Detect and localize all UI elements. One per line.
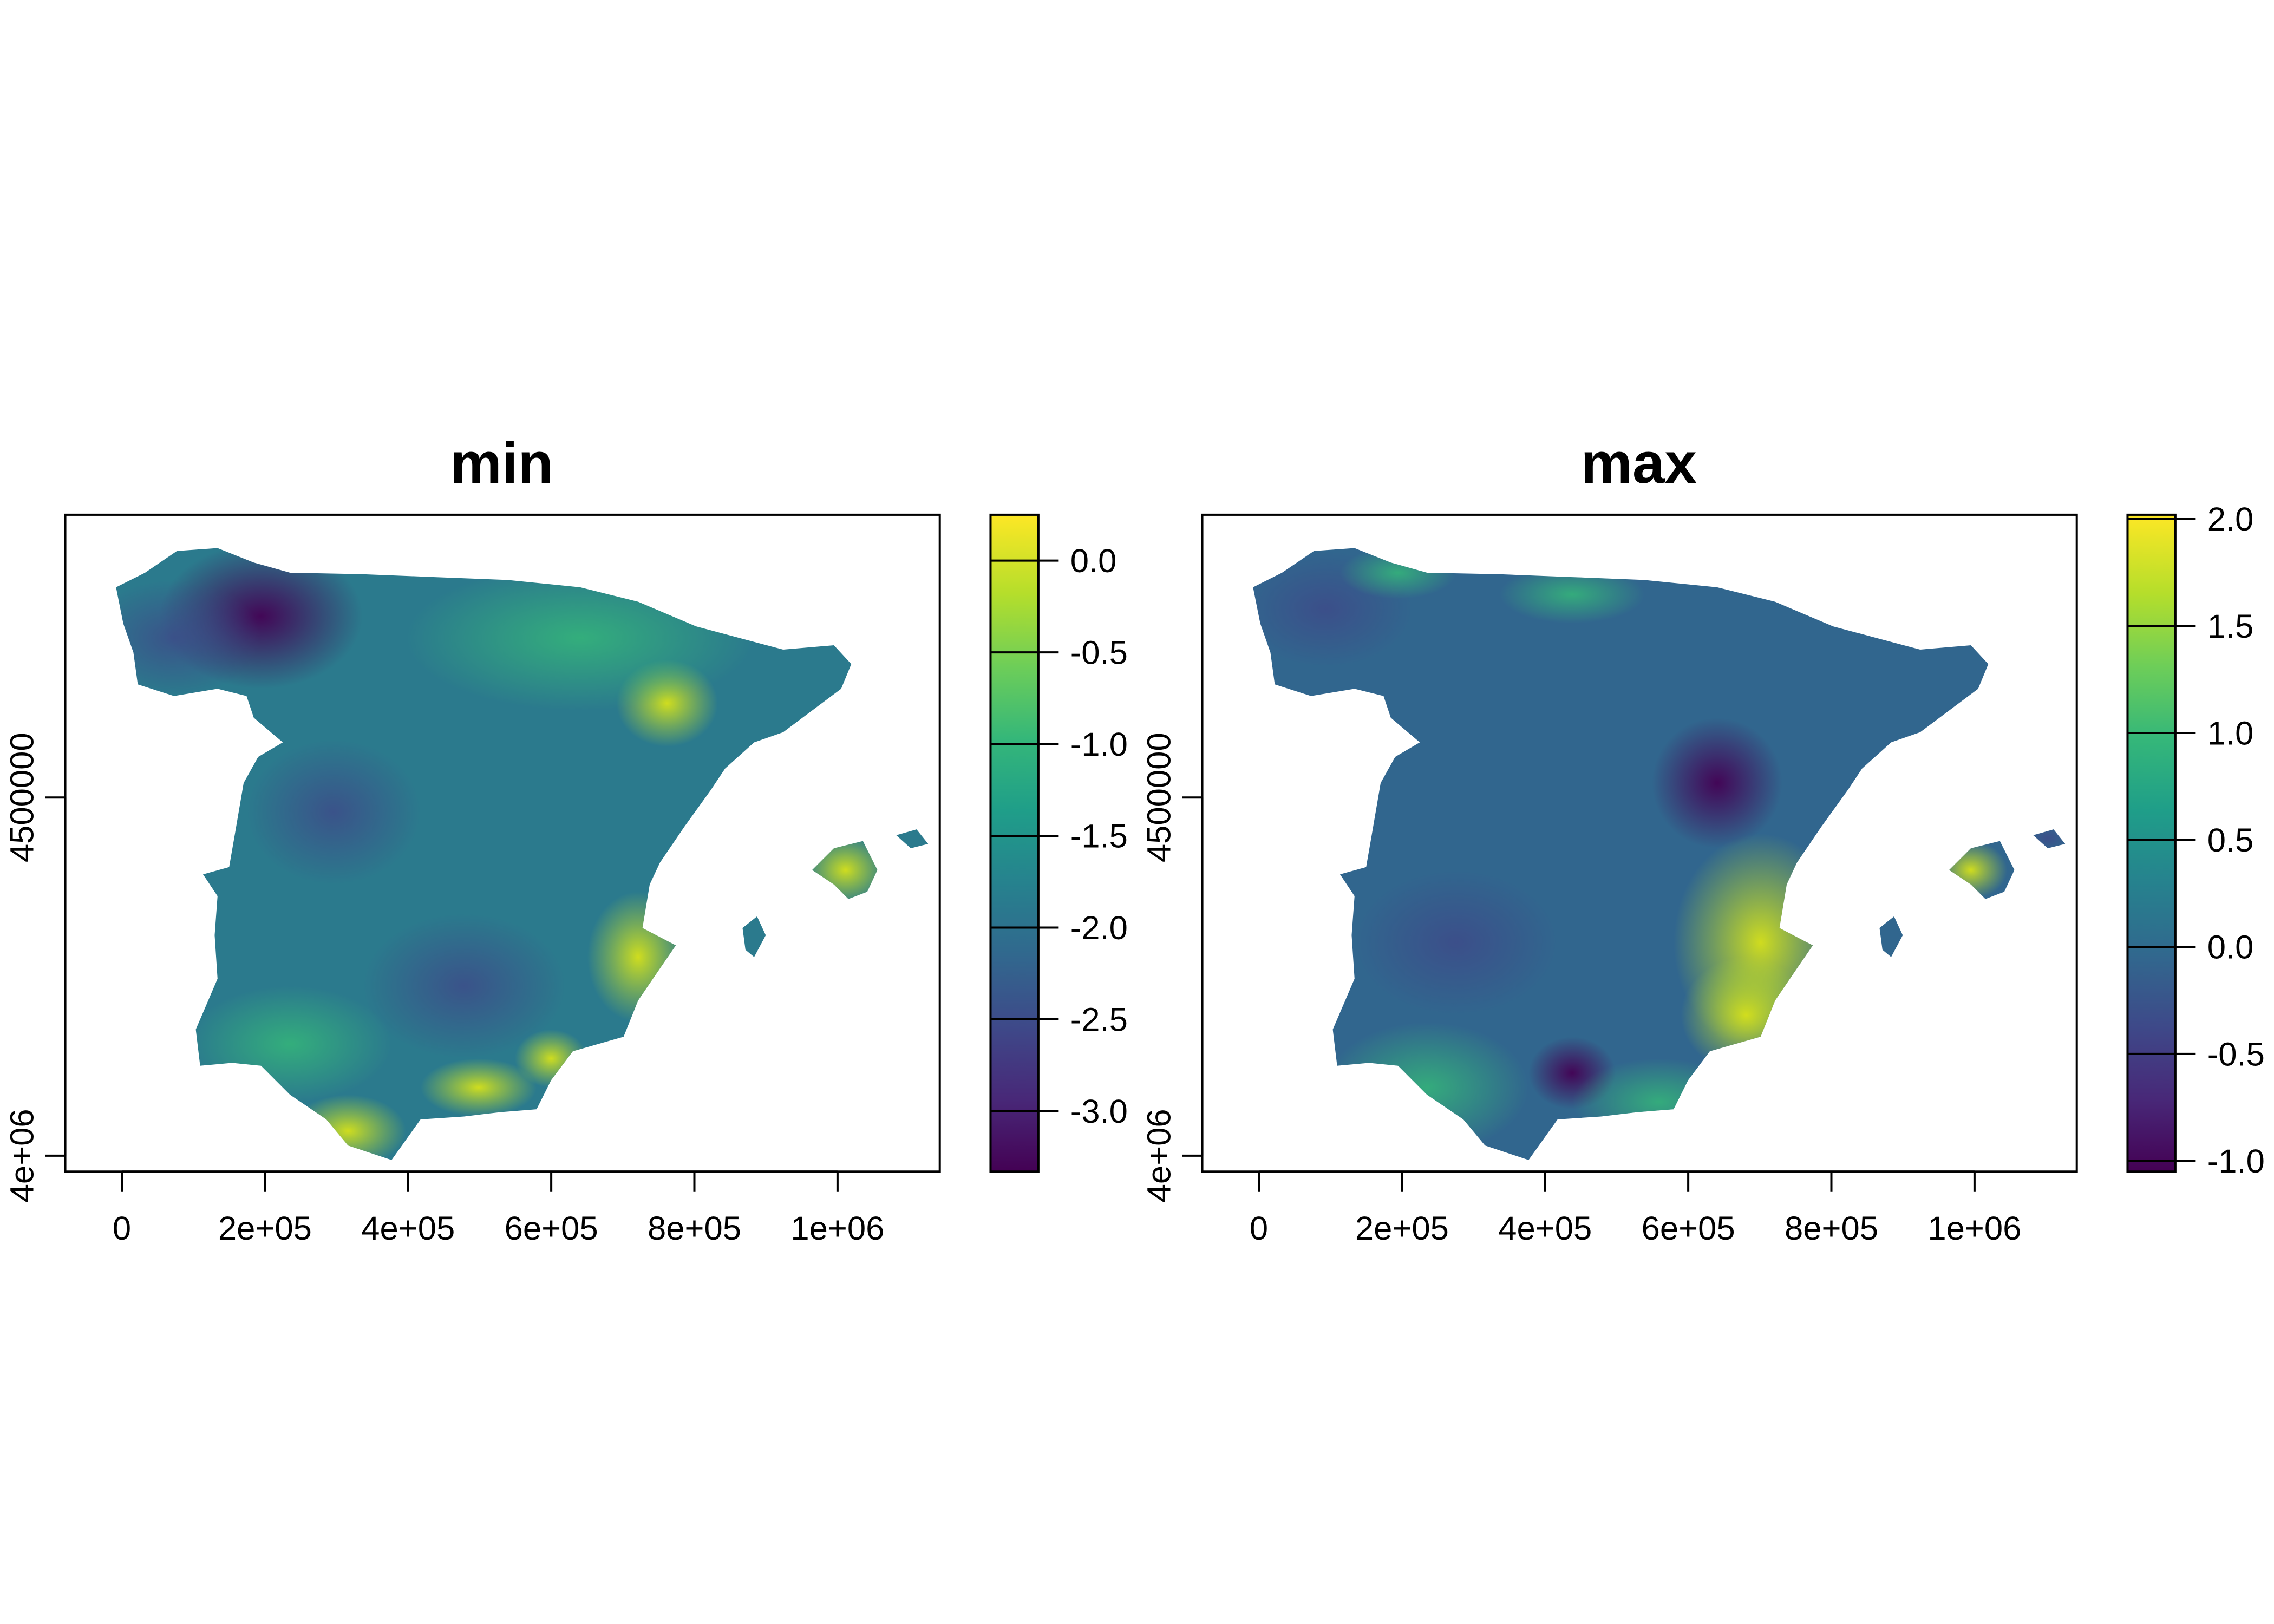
colorbar-tick-label: -1.5	[1070, 817, 1128, 855]
colorbar-tick-label: 1.0	[2207, 715, 2254, 752]
y-tick-label: 4e+06	[4, 1109, 41, 1202]
colorbar-min	[989, 513, 1040, 1173]
x-tick-label: 4e+05	[361, 1210, 455, 1247]
y-tick-label: 4500000	[1141, 732, 1178, 862]
x-tick-label: 1e+06	[790, 1210, 884, 1247]
colorbar-ticks-min: 0.0 -0.5 -1.0 -1.5 -2.0 -2.5 -3.0	[990, 542, 1128, 1130]
colorbar-tick-label: -0.5	[1070, 634, 1128, 672]
x-tick-label: 6e+05	[505, 1210, 598, 1247]
axes-min: 0 2e+05 4e+05 6e+05 8e+05 1e+06 4500000 4e+06	[4, 732, 885, 1247]
x-tick-label: 2e+05	[218, 1210, 312, 1247]
x-tick-label: 1e+06	[1927, 1210, 2021, 1247]
colorbar-tick-label: -0.5	[2207, 1036, 2265, 1073]
x-tick-label: 0	[113, 1210, 131, 1247]
raster-map-max	[1253, 548, 2066, 1160]
colorbar-tick-label: -1.0	[1070, 726, 1128, 763]
colorbar-tick-label: 1.5	[2207, 608, 2254, 645]
colorbar-tick-label: -1.0	[2207, 1143, 2265, 1180]
x-tick-label: 0	[1250, 1210, 1268, 1247]
x-tick-label: 8e+05	[648, 1210, 741, 1247]
panel-title: min	[450, 430, 553, 495]
colorbar-tick-label: -2.0	[1070, 909, 1128, 947]
colorbar-ticks-max: 2.0 1.5 1.0 0.5 0.0 -0.5 -1.0	[2127, 501, 2265, 1180]
x-tick-label: 2e+05	[1355, 1210, 1449, 1247]
x-tick-label: 8e+05	[1785, 1210, 1878, 1247]
x-tick-label: 4e+05	[1498, 1210, 1592, 1247]
panel-max: max 0 2e+05 4e+05 6e+05 8e+05 1e+06 4500000 4e+…	[1141, 430, 2265, 1247]
y-tick-label: 4e+06	[1141, 1109, 1178, 1202]
axes-max: 0 2e+05 4e+05 6e+05 8e+05 1e+06 4500000 4e+06	[1141, 732, 2022, 1247]
panel-title: max	[1581, 430, 1697, 495]
colorbar-max	[2126, 513, 2177, 1173]
colorbar-tick-label: 0.0	[1070, 542, 1117, 580]
raster-map-min	[116, 548, 929, 1160]
colorbar-tick-label: -3.0	[1070, 1093, 1128, 1130]
colorbar-tick-label: -2.5	[1070, 1001, 1128, 1038]
panel-min: min 0 2e+05 4e+05 6e+05 8e+05 1e+06 4500000 4e+…	[4, 430, 1128, 1247]
colorbar-tick-label: 0.0	[2207, 929, 2254, 966]
colorbar-tick-label: 0.5	[2207, 822, 2254, 859]
y-tick-label: 4500000	[4, 732, 41, 862]
x-tick-label: 6e+05	[1642, 1210, 1735, 1247]
colorbar-tick-label: 2.0	[2207, 501, 2254, 538]
